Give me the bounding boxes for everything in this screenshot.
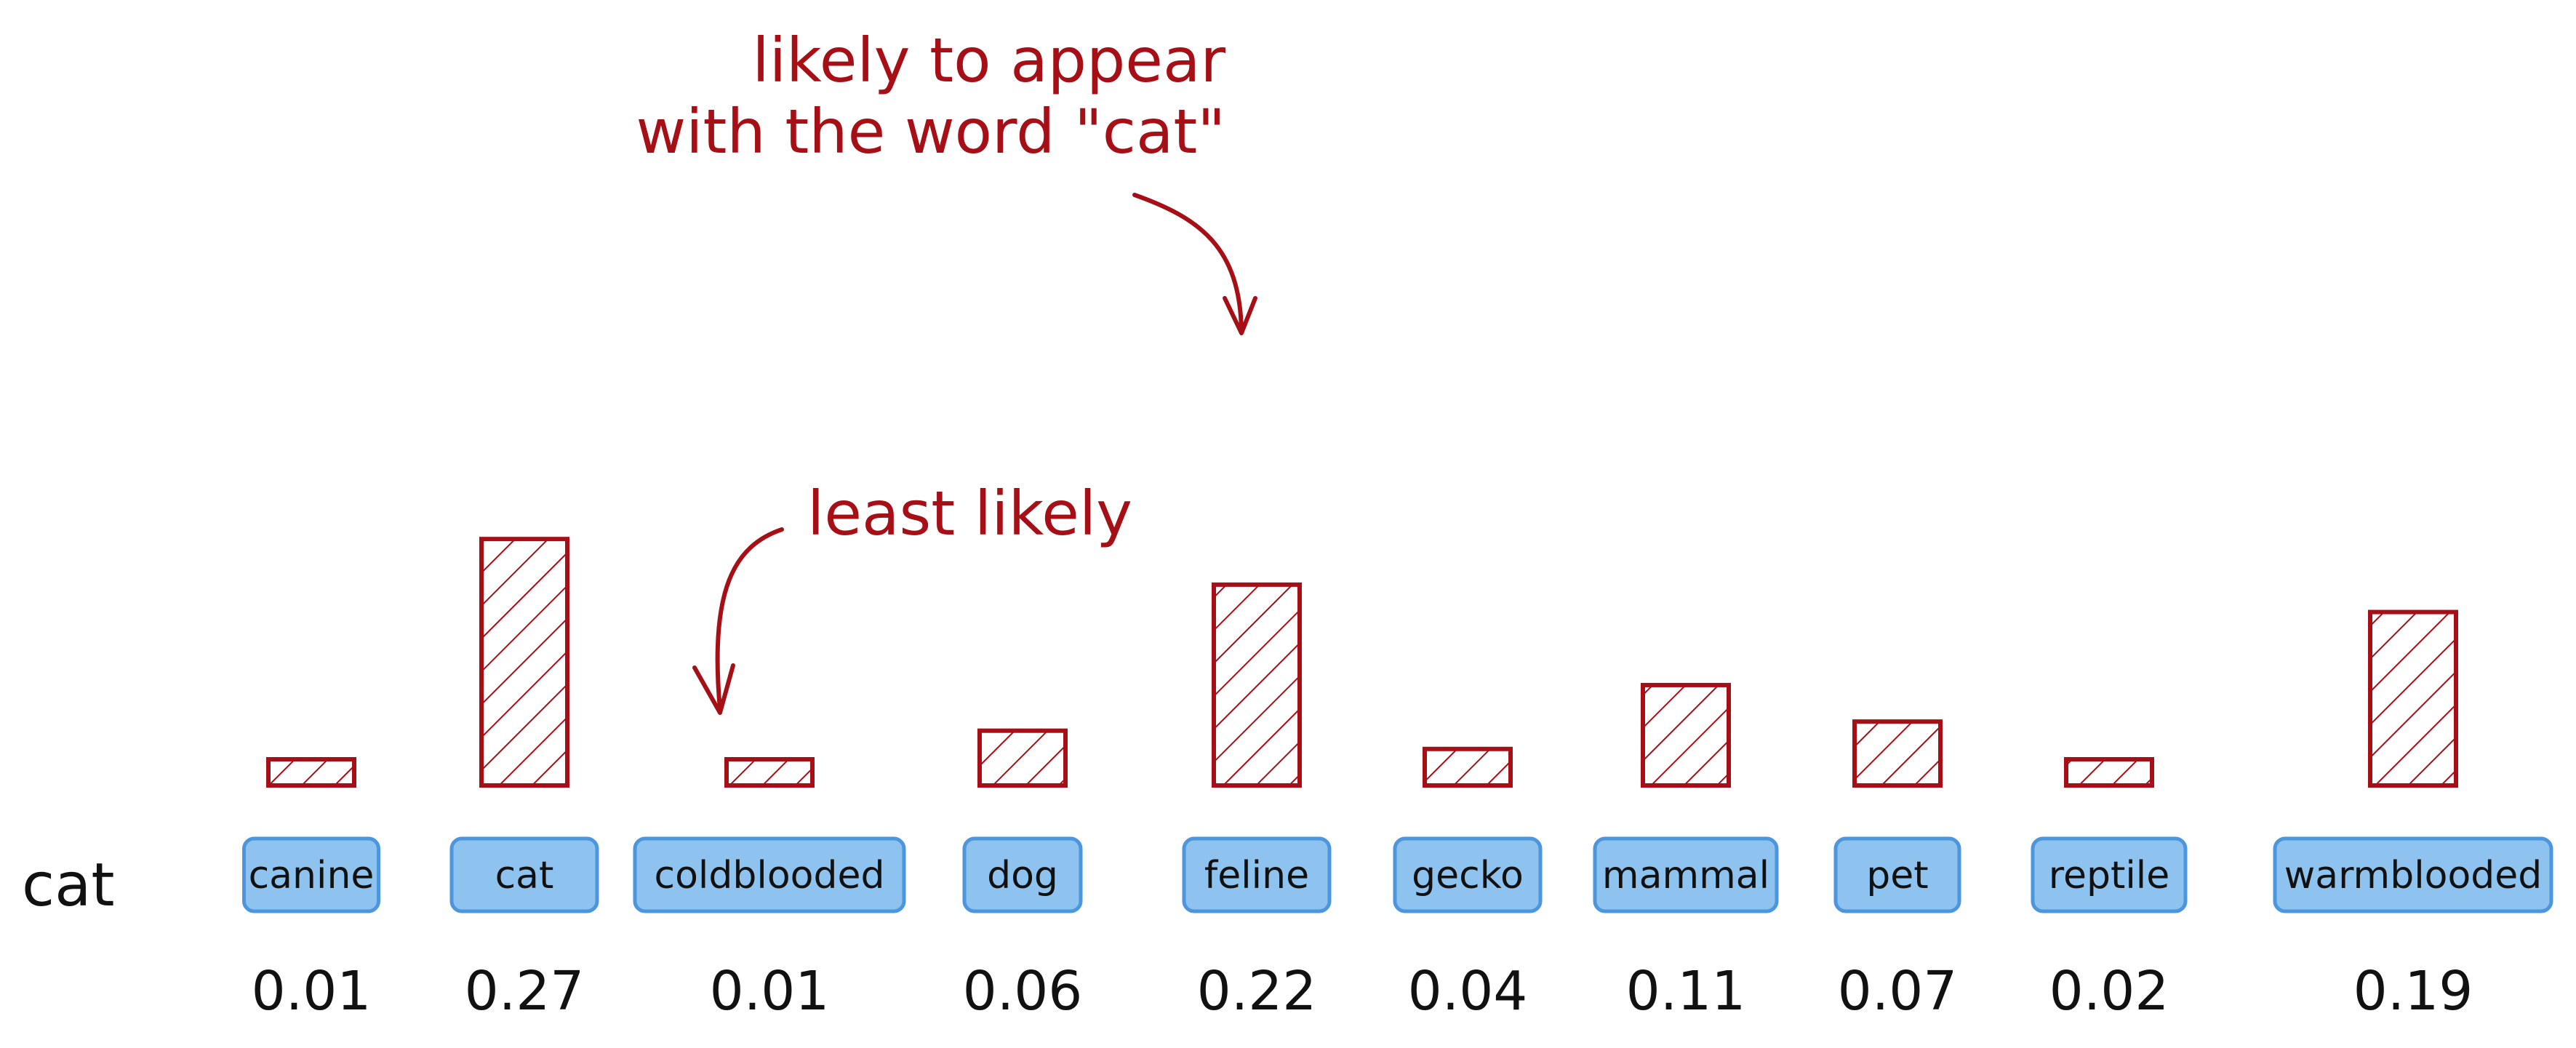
token-pill-dog bbox=[962, 836, 1083, 913]
token-label-canine: canine bbox=[249, 854, 375, 897]
value-label-mammal: 0.11 bbox=[1626, 960, 1746, 1023]
bar-dog bbox=[977, 728, 1068, 788]
annotation-least-likely-arrowhead bbox=[692, 663, 735, 715]
token-label-mammal: mammal bbox=[1602, 854, 1769, 897]
token-pill-canine bbox=[242, 836, 380, 913]
annotation-likely-line-2: with the word "cat" bbox=[636, 96, 1225, 167]
annotation-likely-arrowhead bbox=[1223, 296, 1257, 335]
token-pill-cat bbox=[449, 836, 599, 913]
bar-pet bbox=[1852, 719, 1943, 788]
value-label-coldblooded: 0.01 bbox=[710, 960, 830, 1023]
token-pill-feline bbox=[1182, 836, 1332, 913]
value-label-gecko: 0.04 bbox=[1408, 960, 1528, 1023]
bar-coldblooded bbox=[724, 757, 815, 788]
token-pill-mammal bbox=[1593, 836, 1779, 913]
value-label-canine: 0.01 bbox=[252, 960, 372, 1023]
values-layer: 0.01 0.27 0.01 0.06 0.22 0.04 0.11 0.07 0.02 0.19 bbox=[252, 960, 2473, 1023]
bar-reptile bbox=[2064, 757, 2154, 788]
annotation-likely-arrow bbox=[1132, 193, 1244, 333]
token-label-cat: cat bbox=[495, 854, 554, 897]
row-label: cat bbox=[22, 851, 114, 920]
bar-mammal bbox=[1641, 682, 1731, 788]
value-label-feline: 0.22 bbox=[1197, 960, 1317, 1023]
value-label-dog: 0.06 bbox=[963, 960, 1083, 1023]
token-label-coldblooded: coldblooded bbox=[655, 854, 885, 897]
token-label-gecko: gecko bbox=[1412, 854, 1524, 897]
token-label-pet: pet bbox=[1866, 854, 1928, 897]
token-pill-gecko bbox=[1393, 836, 1543, 913]
value-label-warmblooded: 0.19 bbox=[2353, 960, 2473, 1023]
annotation-least-likely-arrow bbox=[715, 527, 784, 711]
token-label-reptile: reptile bbox=[2049, 854, 2170, 897]
bar-feline bbox=[1212, 582, 1302, 788]
bar-cat bbox=[479, 537, 569, 788]
bar-canine bbox=[266, 757, 356, 788]
token-pill-reptile bbox=[2031, 836, 2188, 913]
token-pill-pet bbox=[1833, 836, 1961, 913]
token-label-warmblooded: warmblooded bbox=[2284, 854, 2543, 897]
value-label-pet: 0.07 bbox=[1838, 960, 1958, 1023]
token-label-feline: feline bbox=[1204, 854, 1309, 897]
bar-warmblooded bbox=[2368, 609, 2458, 788]
annotation-least-likely: least likely bbox=[807, 478, 1132, 549]
bar-gecko bbox=[1423, 746, 1513, 788]
tokens-layer: canine cat coldblooded dog feline gecko mammal… bbox=[242, 836, 2553, 913]
token-pill-warmblooded bbox=[2273, 836, 2553, 913]
value-label-cat: 0.27 bbox=[465, 960, 585, 1023]
bars-layer bbox=[266, 537, 2458, 788]
token-label-dog: dog bbox=[987, 854, 1058, 897]
annotation-likely-line-1: likely to appear bbox=[752, 25, 1225, 96]
token-pill-coldblooded bbox=[633, 836, 906, 913]
value-label-reptile: 0.02 bbox=[2049, 960, 2169, 1023]
